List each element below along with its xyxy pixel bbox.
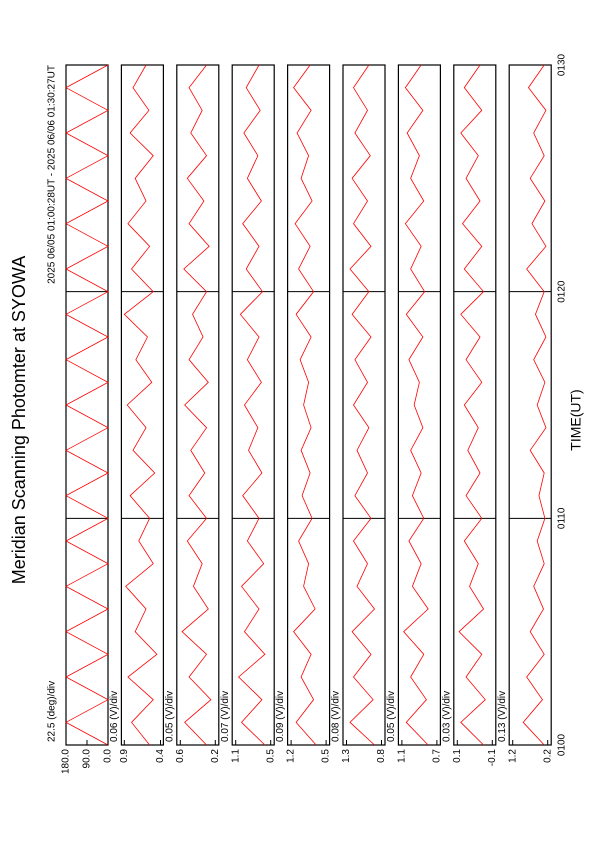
- panel-frame: [176, 64, 220, 746]
- panel-frame: [453, 64, 497, 746]
- data-line: [238, 64, 266, 746]
- y-tick-label: 0.1: [452, 749, 463, 763]
- panel-frame: [231, 64, 275, 746]
- y-tick-label: 0.8: [376, 749, 387, 763]
- y-tick-label: 180.0: [61, 749, 72, 774]
- data-line: [65, 64, 109, 746]
- y-tick-label: 1.1: [397, 749, 408, 763]
- panel-scale: 0.05 (V)/div: [164, 691, 175, 742]
- x-tick-label: 0120: [557, 280, 568, 303]
- y-tick-label: 0.4: [155, 749, 166, 763]
- period: 2025 06/05 01:00:28UT - 2025 06/06 01:30…: [47, 65, 58, 284]
- panel-frame: [287, 64, 331, 746]
- y-tick-label: 1.3: [341, 749, 352, 763]
- y-tick-label: 0.5: [265, 749, 276, 763]
- y-tick-label: 1.1: [230, 749, 241, 763]
- panel-scale: 0.13 (V)/div: [497, 691, 508, 742]
- panel-scale: 0.08 (V)/div: [331, 691, 342, 742]
- panel-frame: [342, 64, 386, 746]
- panel-scale: 22.5 (deg)/div: [47, 681, 58, 742]
- panel-frame: [397, 64, 441, 746]
- y-tick-label: 1.2: [286, 749, 297, 763]
- panel-scale: 0.06 (V)/div: [109, 691, 120, 742]
- rotated-plot: Meridian Scanning Photomter at SYOWA 202…: [9, 53, 584, 774]
- y-tick-label: 0.6: [175, 749, 186, 763]
- panel-frame: [508, 64, 552, 746]
- y-tick-label: 1.2: [507, 749, 518, 763]
- data-line: [522, 64, 547, 746]
- data-line: [349, 64, 376, 746]
- x-axis-label: TIME(UT): [568, 389, 584, 450]
- y-tick-label: 0.0: [103, 749, 114, 763]
- y-tick-label: 0.9: [119, 749, 130, 763]
- data-line: [181, 64, 212, 746]
- panel-scale: 0.03 (V)/div: [441, 691, 452, 742]
- panel-scale: 0.05 (V)/div: [386, 691, 397, 742]
- y-tick-label: 0.7: [432, 749, 443, 763]
- panel-scale: 0.07 (V)/div: [220, 691, 231, 742]
- y-tick-label: 0.2: [210, 749, 221, 763]
- y-tick-label: -0.1: [487, 749, 498, 767]
- x-tick-label: 0130: [557, 53, 568, 76]
- data-line: [293, 64, 317, 746]
- panel-scale: 0.09 (V)/div: [275, 691, 286, 742]
- y-tick-label: 0.2: [542, 749, 553, 763]
- x-tick-label: 0100: [557, 733, 568, 756]
- x-tick-label: 0110: [557, 507, 568, 529]
- y-tick-label: 0.5: [321, 749, 332, 763]
- data-line: [458, 64, 486, 746]
- chart-title: Meridian Scanning Photomter at SYOWA: [9, 256, 29, 584]
- data-line: [123, 64, 158, 746]
- y-tick-label: 90.0: [82, 749, 93, 769]
- data-line: [403, 64, 429, 746]
